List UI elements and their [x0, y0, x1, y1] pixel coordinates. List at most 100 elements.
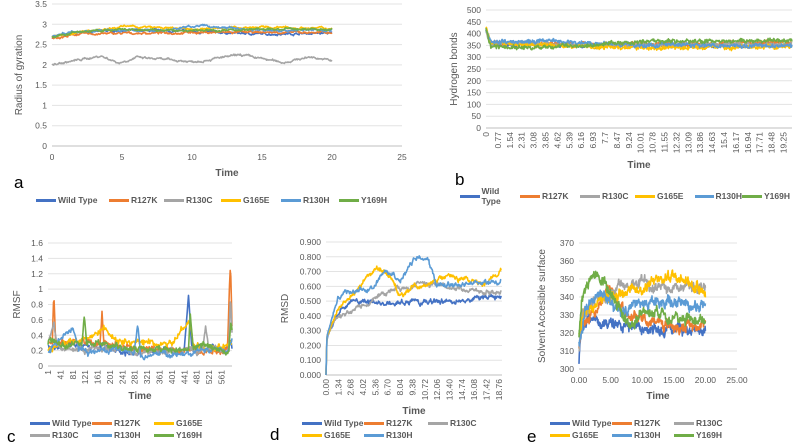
legend-item: Wild Type: [30, 417, 92, 429]
legend-item: G165E: [302, 429, 364, 441]
y-axis-title-a: Radius of gyration: [14, 35, 25, 116]
y-tick-label-b: 350: [467, 40, 481, 50]
panel-label-e: e: [527, 427, 537, 445]
legend-swatch: [109, 198, 129, 202]
x-tick-label-e: 10.00: [632, 375, 654, 385]
y-tick-label-a: 3.5: [35, 0, 47, 9]
x-tick-label-c: 81: [68, 370, 78, 380]
y-tick-label-d: 0.900: [300, 237, 322, 247]
x-tick-label-c: 161: [93, 370, 103, 384]
x-axis-title-a: Time: [215, 168, 239, 179]
y-tick-label-a: 2: [42, 60, 47, 70]
series-line-r130h: [485, 29, 793, 49]
series-line-r130h: [578, 289, 707, 347]
x-tick-label-b: 3.08: [529, 132, 539, 149]
legend-label: G165E: [176, 418, 203, 428]
legend-swatch: [92, 421, 112, 425]
legend-item: R127K: [92, 417, 154, 429]
y-tick-label-c: 1.4: [31, 253, 43, 263]
legend-label: R130C: [450, 418, 477, 428]
x-tick-label-b: 11.55: [660, 132, 670, 153]
legend-swatch: [428, 421, 448, 425]
legend-swatch: [302, 421, 322, 425]
x-tick-label-b: 1.54: [505, 132, 515, 149]
legend-label: R130C: [52, 430, 79, 440]
legend-item: Y169H: [154, 429, 214, 441]
legend-item: R130H: [612, 429, 674, 441]
x-tick-label-a: 5: [120, 152, 125, 162]
x-tick-label-a: 10: [187, 152, 197, 162]
x-tick-label-e: 0.00: [571, 375, 588, 385]
x-tick-label-e: 15.00: [663, 375, 685, 385]
legend-label: R130H: [715, 191, 742, 201]
x-tick-label-c: 121: [80, 370, 90, 384]
x-tick-label-b: 2.31: [517, 132, 527, 149]
x-tick-label-b: 0.77: [493, 132, 503, 149]
legend-item: R130C: [428, 417, 488, 429]
y-tick-label-b: 250: [467, 64, 481, 74]
legend-c: Wild Type R127K G165E R130C R130H Y169H: [30, 417, 230, 441]
x-tick-label-a: 0: [50, 152, 55, 162]
x-tick-label-b: 5.39: [564, 132, 574, 149]
legend-swatch: [339, 198, 359, 202]
x-tick-label-b: 19.25: [779, 132, 789, 154]
legend-item: Wild Type: [36, 194, 109, 206]
x-tick-label-d: 6.70: [383, 379, 393, 396]
y-tick-label-b: 100: [467, 99, 481, 109]
legend-item: R130H: [281, 194, 339, 206]
y-axis-title-d: RMSD: [280, 294, 291, 323]
legend-swatch: [520, 194, 540, 198]
legend-item: R130H: [92, 429, 154, 441]
legend-item: Y169H: [339, 194, 389, 206]
legend-swatch: [550, 433, 570, 437]
legend-item: R130C: [580, 190, 635, 202]
x-tick-label-b: 18.48: [767, 132, 777, 154]
x-tick-label-d: 18.76: [494, 379, 504, 401]
legend-swatch: [674, 433, 694, 437]
series-line-wild-type: [325, 293, 502, 376]
legend-swatch: [635, 194, 655, 198]
legend-label: R130H: [114, 430, 141, 440]
x-tick-label-a: 15: [257, 152, 267, 162]
x-tick-label-c: 441: [179, 370, 189, 384]
x-tick-label-c: 521: [204, 370, 214, 384]
legend-item: Wild Type: [302, 417, 364, 429]
legend-item: R127K: [109, 194, 164, 206]
x-tick-label-b: 16.94: [743, 132, 753, 154]
x-tick-label-d: 0.00: [321, 379, 331, 396]
legend-label: Wild Type: [58, 195, 98, 205]
x-axis-title-c: Time: [128, 391, 152, 402]
legend-item: G165E: [154, 417, 214, 429]
series-line-y169h: [485, 27, 793, 51]
x-tick-label-b: 10.78: [648, 132, 658, 154]
legend-item: Wild Type: [550, 417, 612, 429]
legend-item: R130C: [30, 429, 92, 441]
x-tick-label-b: 13.86: [695, 132, 705, 154]
series-line-r130c: [578, 274, 707, 352]
y-tick-label-c: 0: [38, 361, 43, 371]
x-tick-label-d: 16.08: [469, 379, 479, 401]
x-tick-label-a: 20: [327, 152, 337, 162]
y-tick-label-e: 330: [560, 310, 574, 320]
y-tick-label-e: 370: [560, 238, 574, 248]
legend-swatch: [612, 421, 632, 425]
x-tick-label-d: 10.72: [420, 379, 430, 401]
series-line-r130h: [325, 255, 502, 376]
x-tick-label-b: 14.63: [707, 132, 717, 154]
y-tick-label-e: 320: [560, 328, 574, 338]
legend-swatch: [281, 198, 301, 202]
y-tick-label-d: 0.500: [300, 296, 322, 306]
legend-label: R130H: [303, 195, 330, 205]
x-tick-label-b: 7.7: [600, 132, 610, 144]
x-tick-label-d: 2.68: [346, 379, 356, 396]
y-tick-label-a: 1: [42, 100, 47, 110]
legend-swatch: [154, 433, 174, 437]
legend-label: G165E: [657, 191, 684, 201]
legend-label: Wild Type: [52, 418, 92, 428]
x-tick-label-c: 281: [130, 370, 140, 384]
y-tick-label-b: 150: [467, 88, 481, 98]
x-tick-label-b: 4.62: [552, 132, 562, 149]
series-line-r127k: [578, 284, 707, 349]
legend-label: Y169H: [764, 191, 790, 201]
legend-item: R130C: [164, 194, 221, 206]
